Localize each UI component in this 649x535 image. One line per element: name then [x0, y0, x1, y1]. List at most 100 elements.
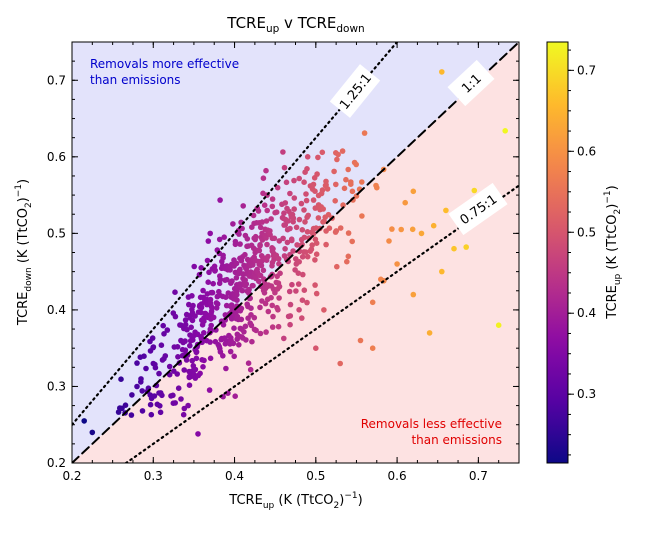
- scatter-point: [283, 179, 290, 186]
- scatter-point: [206, 269, 212, 276]
- scatter-point: [81, 418, 87, 424]
- scatter-point: [269, 324, 276, 330]
- scatter-point: [158, 342, 165, 349]
- y-tick-label: 0.6: [47, 150, 66, 164]
- scatter-point: [332, 198, 339, 204]
- scatter-point: [220, 322, 227, 328]
- scatter-point: [220, 353, 226, 359]
- scatter-point: [270, 313, 276, 320]
- y-tick-label: 0.4: [47, 303, 66, 317]
- scatter-point: [315, 154, 321, 161]
- scatter-point: [301, 234, 308, 241]
- scatter-point: [268, 294, 274, 301]
- scatter-point: [282, 200, 289, 206]
- scatter-point: [150, 344, 157, 350]
- scatter-point: [143, 365, 149, 372]
- scatter-point: [157, 409, 164, 416]
- scatter-point: [291, 195, 298, 201]
- scatter-point: [175, 385, 182, 392]
- scatter-point: [303, 197, 310, 204]
- colorbar-tick-label: 0.6: [577, 144, 596, 158]
- scatter-point: [302, 249, 309, 255]
- scatter-point: [152, 364, 159, 371]
- scatter-point: [192, 313, 198, 319]
- scatter-point: [281, 210, 287, 216]
- scatter-point: [195, 431, 201, 437]
- scatter-point: [321, 218, 327, 225]
- scatter-point: [263, 235, 269, 241]
- scatter-point: [265, 253, 271, 260]
- scatter-point: [184, 326, 190, 333]
- y-tick-label: 0.7: [47, 73, 66, 87]
- scatter-point: [134, 383, 140, 390]
- scatter-point: [296, 175, 303, 182]
- scatter-point: [324, 186, 331, 192]
- scatter-point: [349, 238, 356, 245]
- ratio-line-0-75: [124, 184, 519, 463]
- scatter-point: [344, 258, 350, 265]
- scatter-point: [253, 327, 259, 334]
- ratio-line-1-25: [72, 42, 399, 426]
- scatter-point: [280, 149, 286, 155]
- scatter-point: [187, 342, 193, 349]
- scatter-point: [430, 222, 437, 229]
- scatter-point: [231, 353, 237, 360]
- scatter-point: [139, 388, 145, 394]
- scatter-point: [290, 215, 297, 221]
- colorbar-tick-label: 0.4: [577, 306, 596, 320]
- scatter-point: [290, 248, 296, 254]
- colorbar-tick-label: 0.3: [577, 387, 596, 401]
- scatter-point: [217, 197, 223, 203]
- scatter-point: [281, 164, 288, 171]
- scatter-point: [309, 242, 316, 248]
- scatter-point: [299, 297, 306, 304]
- scatter-point: [326, 225, 333, 231]
- scatter-point: [276, 261, 282, 267]
- scatter-point: [262, 300, 269, 307]
- scatter-point: [189, 293, 195, 299]
- scatter-point: [304, 229, 311, 235]
- scatter-point: [257, 304, 263, 311]
- scatter-point: [263, 218, 270, 224]
- scatter-point: [256, 247, 263, 254]
- scatter-point: [181, 367, 187, 373]
- scatter-point: [269, 203, 276, 210]
- scatter-point: [193, 349, 200, 355]
- scatter-point: [287, 313, 294, 319]
- scatter-point: [236, 342, 242, 348]
- scatter-point: [502, 128, 509, 134]
- x-tick-label: 0.5: [306, 469, 325, 483]
- scatter-point: [232, 241, 239, 248]
- scatter-point: [275, 255, 282, 262]
- scatter-point: [295, 270, 302, 277]
- scatter-point: [217, 276, 224, 283]
- scatter-point: [270, 246, 276, 252]
- scatter-point: [310, 197, 317, 203]
- scatter-point: [239, 287, 246, 294]
- scatter-point: [223, 365, 229, 372]
- scatter-point: [349, 188, 356, 195]
- x-tick-label: 0.6: [388, 469, 407, 483]
- scatter-point: [263, 167, 269, 174]
- scatter-point: [304, 299, 310, 306]
- scatter-point: [273, 209, 280, 215]
- scatter-point: [304, 253, 311, 260]
- scatter-point: [200, 364, 206, 370]
- scatter-point: [247, 366, 254, 373]
- scatter-point: [291, 206, 298, 212]
- scatter-point: [192, 366, 199, 373]
- scatter-point: [301, 287, 308, 294]
- scatter-point: [228, 316, 235, 322]
- scatter-point: [149, 335, 156, 341]
- scatter-point: [264, 241, 270, 248]
- scatter-point: [281, 335, 287, 342]
- scatter-point: [275, 307, 281, 313]
- scatter-point: [162, 353, 169, 359]
- scatter-point: [245, 360, 252, 367]
- scatter-point: [296, 259, 303, 265]
- scatter-point: [418, 230, 425, 237]
- scatter-point: [246, 286, 252, 293]
- scatter-point: [182, 321, 189, 328]
- scatter-point: [276, 283, 283, 290]
